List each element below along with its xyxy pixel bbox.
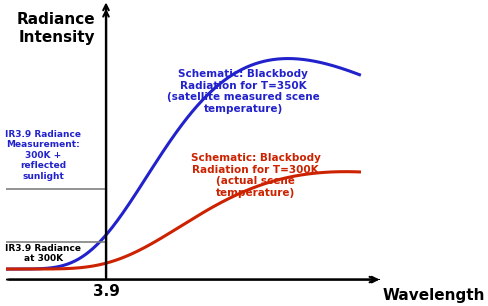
Text: Schematic: Blackbody
Radiation for T=300K
(actual scene
temperature): Schematic: Blackbody Radiation for T=300… (190, 153, 320, 198)
Text: Radiance
Intensity: Radiance Intensity (17, 12, 96, 45)
Text: IR3.9 Radiance
at 300K: IR3.9 Radiance at 300K (5, 244, 81, 263)
Text: Wavelength: Wavelength (382, 288, 484, 303)
Text: Schematic: Blackbody
Radiation for T=350K
(satellite measured scene
temperature): Schematic: Blackbody Radiation for T=350… (166, 69, 319, 114)
Text: IR3.9 Radiance
Measurement:
300K +
reflected
sunlight: IR3.9 Radiance Measurement: 300K + refle… (5, 130, 81, 181)
